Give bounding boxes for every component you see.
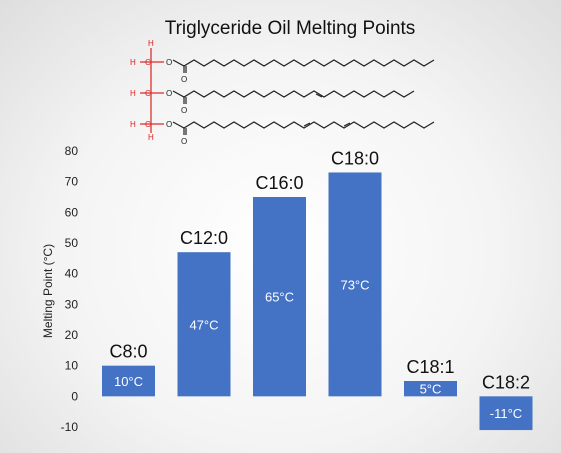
svg-text:C: C [145,89,151,98]
data-label: 10°C [114,374,143,389]
category-label: C18:1 [406,357,454,377]
category-label: C18:0 [331,148,379,168]
y-tick-label: 10 [65,359,79,373]
svg-text:H: H [130,58,136,67]
y-tick-label: 50 [65,236,79,250]
bar [177,252,231,397]
bars: C8:0 10°C C12:0 47°C C16:0 65°C C18:0 73°C C18:1… [102,148,533,431]
data-label: -11°C [490,406,522,421]
y-axis: -10 0 10 20 30 40 50 60 70 80 [61,144,79,434]
y-tick-label: -10 [61,420,79,434]
y-tick-label: 30 [65,297,79,311]
y-tick-label: 0 [71,389,78,403]
y-tick-label: 60 [65,205,79,219]
svg-text:H: H [148,133,154,142]
svg-text:O: O [181,137,187,146]
svg-text:O: O [181,106,187,115]
svg-text:H: H [130,120,136,129]
svg-text:O: O [181,75,187,84]
data-label: 73°C [340,277,369,292]
bar [404,381,457,397]
svg-text:C: C [145,58,151,67]
bar [479,396,533,431]
svg-text:O: O [166,89,172,98]
svg-text:O: O [166,120,172,129]
bar [253,197,306,397]
svg-text:H: H [148,39,154,48]
triglyceride-structure-diagram: H H H H H C C C O O O O O O [130,39,435,146]
y-tick-label: 80 [65,144,79,158]
data-label: 5°C [420,382,442,397]
svg-text:H: H [130,89,136,98]
data-label: 47°C [189,317,218,332]
svg-text:O: O [166,58,172,67]
y-tick-label: 70 [65,175,79,189]
bar [102,365,155,397]
category-label: C16:0 [255,173,303,193]
y-axis-label: Melting Point (°C) [41,244,55,338]
chart-title: Triglyceride Oil Melting Points [165,18,416,39]
y-tick-label: 20 [65,328,79,342]
category-label: C12:0 [180,228,228,248]
category-label: C18:2 [482,372,530,392]
data-label: 65°C [265,290,294,305]
y-tick-label: 40 [65,267,79,281]
bar [328,172,382,397]
category-label: C8:0 [109,342,147,362]
svg-text:C: C [145,120,151,129]
